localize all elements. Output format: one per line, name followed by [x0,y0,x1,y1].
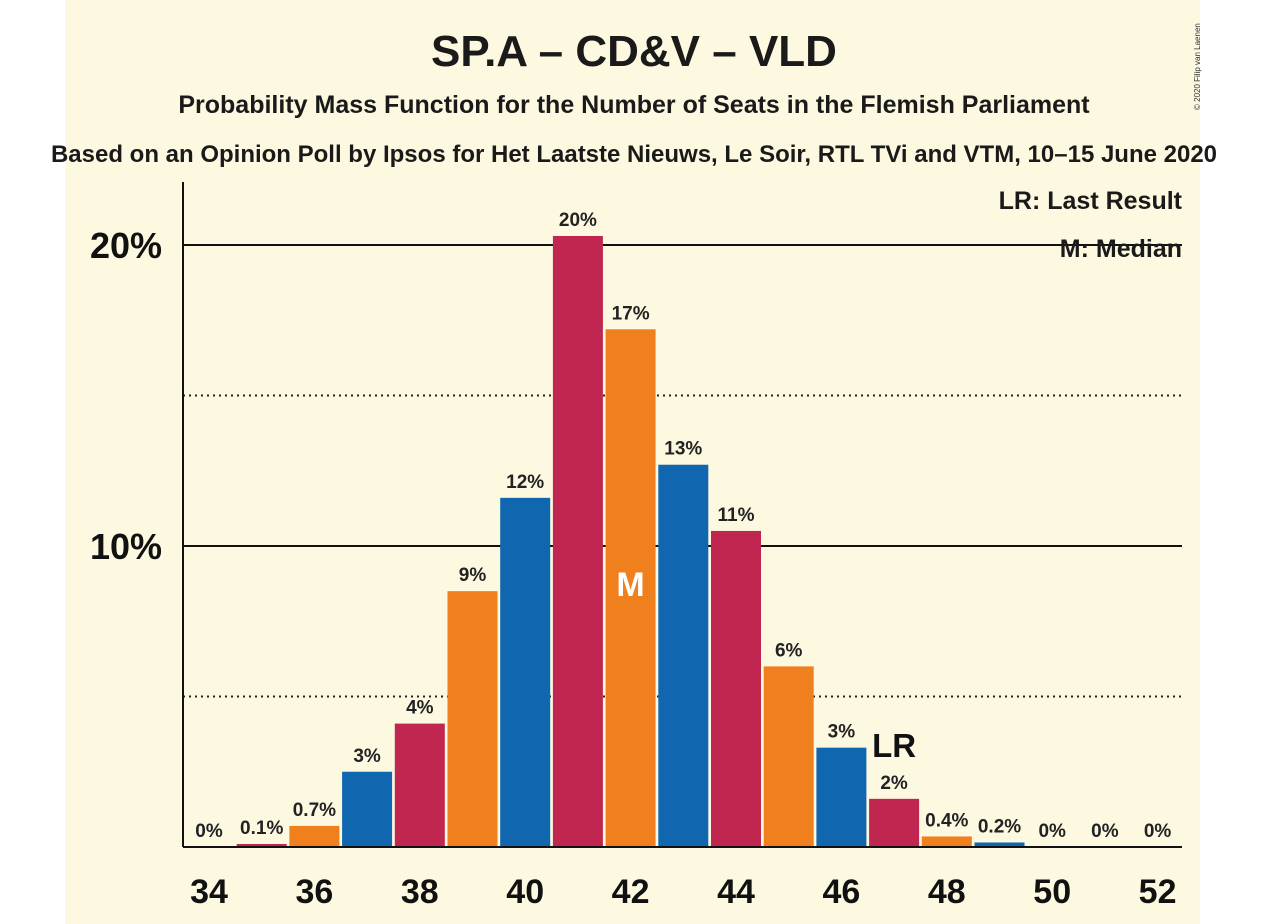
bar-seat-49 [974,842,1025,847]
x-tick-label-42: 42 [612,873,650,911]
bar-label-seat-36: 0.7% [293,800,336,821]
bar-label-seat-46: 3% [828,722,856,743]
bar-label-seat-50: 0% [1038,821,1066,842]
bar-seat-41 [552,235,603,848]
legend-last-result: LR: Last Result [999,187,1183,215]
bar-seat-40 [500,497,551,847]
bar-seat-42 [605,329,656,847]
bars [236,235,1025,848]
bar-label-seat-52: 0% [1144,821,1172,842]
bar-seat-37 [342,771,393,847]
x-tick-label-40: 40 [506,873,544,911]
bar-label-seat-34: 0% [195,821,223,842]
bar-seat-44 [711,530,761,847]
bar-labels: 0% 0.1% 0.7% 3% 4% 9% 12% 20% 17% M 13% 11% 6% 3% 2% LR… [195,210,1171,842]
bar-label-seat-40: 12% [506,472,544,493]
bar-label-seat-44: 11% [718,505,755,526]
axes: 34 36 38 40 42 44 46 48 50 52 10% 20% [90,182,1182,911]
x-tick-label-46: 46 [822,873,860,911]
legend-median: M: Median [1060,235,1182,263]
chart-subtitle: Probability Mass Function for the Number… [178,91,1090,119]
bar-label-seat-43: 13% [664,439,702,460]
chart-source: Based on an Opinion Poll by Ipsos for He… [51,141,1217,168]
bar-seat-45 [763,666,814,847]
bar-label-seat-39: 9% [459,565,487,586]
last-result-marker: LR [872,727,916,764]
bar-label-seat-42: 17% [612,303,650,324]
x-tick-label-48: 48 [928,873,966,911]
bar-seat-48 [921,836,972,847]
bar-label-seat-37: 3% [353,746,381,767]
x-tick-label-38: 38 [401,873,439,911]
bar-label-seat-38: 4% [406,698,434,719]
bar-label-seat-45: 6% [775,640,803,661]
bar-seat-39 [447,591,498,847]
x-tick-label-52: 52 [1139,873,1177,911]
y-tick-label-10: 10% [90,526,162,567]
chart-title: SP.A – CD&V – VLD [431,27,837,76]
bar-label-seat-48: 0.4% [925,810,968,831]
bar-label-seat-41: 20% [559,210,597,231]
bar-label-seat-35: 0.1% [240,818,283,839]
bar-seat-46 [816,747,867,847]
x-tick-label-34: 34 [190,873,228,911]
bar-seat-47 [869,798,920,847]
bar-seat-43 [658,464,709,847]
bar-seat-38 [394,723,445,847]
bar-seat-35 [236,843,287,847]
copyright-note: © 2020 Filip van Laenen [1193,23,1202,110]
y-tick-label-20: 20% [90,225,162,266]
median-marker: M [616,566,644,604]
bar-label-seat-49: 0.2% [978,816,1021,837]
bar-label-seat-51: 0% [1091,821,1119,842]
legend: LR: Last Result M: Median [999,187,1183,263]
bar-label-seat-47: 2% [880,773,908,794]
x-tick-label-50: 50 [1033,873,1071,911]
x-tick-label-36: 36 [295,873,333,911]
bar-seat-36 [289,825,340,847]
x-tick-label-44: 44 [717,873,755,911]
